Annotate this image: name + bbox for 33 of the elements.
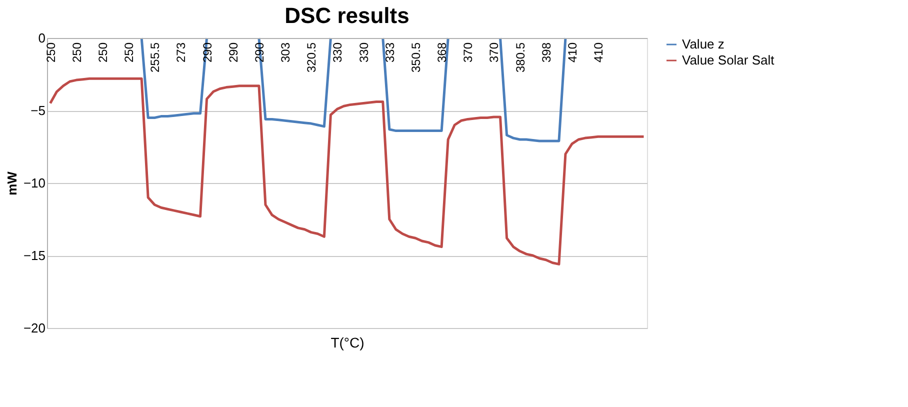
- x-tick-label: 380.5: [513, 42, 528, 73]
- x-tick-label: 290: [252, 42, 266, 63]
- x-tick-label: 368: [435, 42, 450, 63]
- x-tick-label: 410: [566, 42, 580, 63]
- x-tick-label: 398: [539, 42, 554, 63]
- legend-label: Value z: [682, 36, 724, 52]
- x-tick-label: 250: [44, 42, 58, 63]
- x-tick-label: 250: [70, 42, 84, 63]
- x-tick-label: 330: [330, 42, 345, 63]
- x-tick-label: 330: [356, 42, 371, 63]
- y-tick-label: −10: [23, 176, 46, 190]
- line-series: [49, 77, 645, 266]
- x-tick-label: 290: [200, 42, 214, 63]
- x-tick-label: 320.5: [304, 42, 319, 73]
- y-tick-label: −15: [23, 248, 46, 263]
- x-tick-label: 273: [174, 42, 188, 63]
- x-tick-label: 350.5: [408, 42, 423, 73]
- y-axis-title: mW: [4, 170, 20, 196]
- x-tick-label: 290: [226, 42, 240, 63]
- x-tick-label: 250: [96, 42, 110, 63]
- y-tick-label: 0: [38, 30, 46, 46]
- x-tick-label: 410: [592, 42, 606, 63]
- x-tick-label: 303: [278, 42, 293, 63]
- x-tick-label: 250: [122, 42, 136, 63]
- y-tick-label: −5: [30, 103, 46, 118]
- legend-label: Value Solar Salt: [682, 52, 775, 68]
- x-tick-label: 255.5: [148, 42, 162, 73]
- x-axis-title: T(°C): [330, 334, 364, 350]
- x-tick-label: 370: [461, 42, 476, 63]
- x-tick-label: 333: [382, 42, 397, 63]
- chart-title: DSC results: [284, 3, 410, 28]
- x-tick-label: 370: [487, 42, 502, 63]
- y-tick-label: −20: [23, 320, 46, 336]
